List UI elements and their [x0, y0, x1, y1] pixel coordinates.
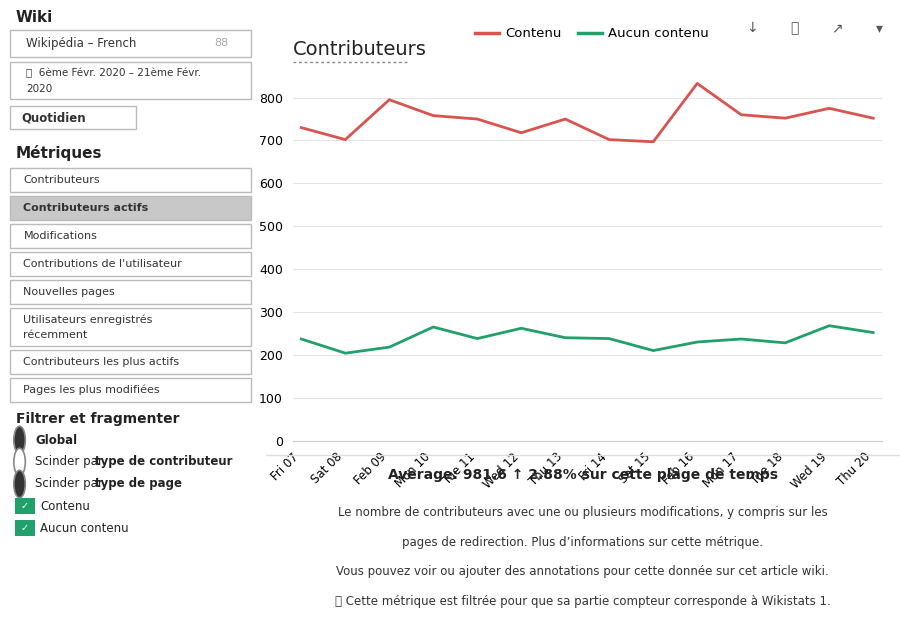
Text: Pages les plus modifiées: Pages les plus modifiées [23, 385, 160, 395]
Text: Filtrer et fragmenter: Filtrer et fragmenter [15, 412, 179, 426]
Text: Wikipédia – French: Wikipédia – French [26, 37, 137, 50]
FancyBboxPatch shape [11, 252, 250, 276]
Text: type de contributeur: type de contributeur [94, 456, 232, 469]
Text: récemment: récemment [23, 331, 88, 341]
Text: ↗: ↗ [832, 21, 842, 35]
Text: Aucun contenu: Aucun contenu [40, 521, 129, 534]
Text: ⧉  6ème Févr. 2020 – 21ème Févr.: ⧉ 6ème Févr. 2020 – 21ème Févr. [26, 68, 202, 78]
FancyBboxPatch shape [11, 350, 250, 374]
FancyBboxPatch shape [11, 62, 250, 99]
Text: Contributeurs actifs: Contributeurs actifs [23, 203, 148, 213]
Circle shape [14, 426, 25, 454]
Text: type de page: type de page [94, 478, 182, 491]
Text: Global: Global [35, 434, 77, 446]
FancyBboxPatch shape [11, 196, 250, 220]
Legend: Contenu, Aucun contenu: Contenu, Aucun contenu [470, 22, 715, 46]
FancyBboxPatch shape [11, 224, 250, 248]
FancyBboxPatch shape [15, 520, 35, 536]
Circle shape [14, 470, 25, 498]
Text: Vous pouvez voir ou ajouter des annotations pour cette donnée sur cet article wi: Vous pouvez voir ou ajouter des annotati… [337, 566, 829, 579]
Text: Wiki: Wiki [15, 10, 53, 25]
Text: Le nombre de contributeurs avec une ou plusieurs modifications, y compris sur le: Le nombre de contributeurs avec une ou p… [338, 506, 828, 519]
Text: Modifications: Modifications [23, 231, 97, 241]
Text: Contributeurs les plus actifs: Contributeurs les plus actifs [23, 357, 180, 367]
Text: ▾: ▾ [876, 21, 883, 35]
Text: Scinder par: Scinder par [35, 456, 107, 469]
Text: Scinder par: Scinder par [35, 478, 107, 491]
Text: Contributeurs: Contributeurs [23, 175, 100, 185]
FancyBboxPatch shape [15, 498, 35, 514]
Text: Quotidien: Quotidien [21, 111, 86, 124]
Text: ⛓: ⛓ [790, 21, 799, 35]
Text: 88: 88 [214, 39, 229, 49]
FancyBboxPatch shape [11, 106, 136, 129]
FancyBboxPatch shape [11, 308, 250, 346]
Text: ✓: ✓ [21, 501, 29, 511]
Text: 🌱 Cette métrique est filtrée pour que sa partie compteur corresponde à Wikistats: 🌱 Cette métrique est filtrée pour que sa… [335, 595, 831, 608]
Text: Nouvelles pages: Nouvelles pages [23, 287, 115, 297]
Text: Utilisateurs enregistrés: Utilisateurs enregistrés [23, 315, 153, 326]
FancyBboxPatch shape [11, 280, 250, 304]
Text: Contributions de l'utilisateur: Contributions de l'utilisateur [23, 259, 182, 269]
Text: Contributeurs: Contributeurs [292, 40, 427, 59]
Text: pages de redirection. Plus d’informations sur cette métrique.: pages de redirection. Plus d’information… [402, 536, 763, 549]
Text: ↓: ↓ [747, 21, 758, 35]
FancyBboxPatch shape [11, 30, 250, 57]
Text: 2020: 2020 [26, 84, 52, 94]
FancyBboxPatch shape [11, 168, 250, 192]
Text: ✓: ✓ [21, 523, 29, 533]
Circle shape [14, 448, 25, 476]
FancyBboxPatch shape [11, 378, 250, 402]
Text: Average: 981.6 ↑ 2.88% sur cette plage de temps: Average: 981.6 ↑ 2.88% sur cette plage d… [388, 468, 778, 481]
Text: Métriques: Métriques [15, 145, 103, 161]
Text: Contenu: Contenu [40, 499, 90, 512]
